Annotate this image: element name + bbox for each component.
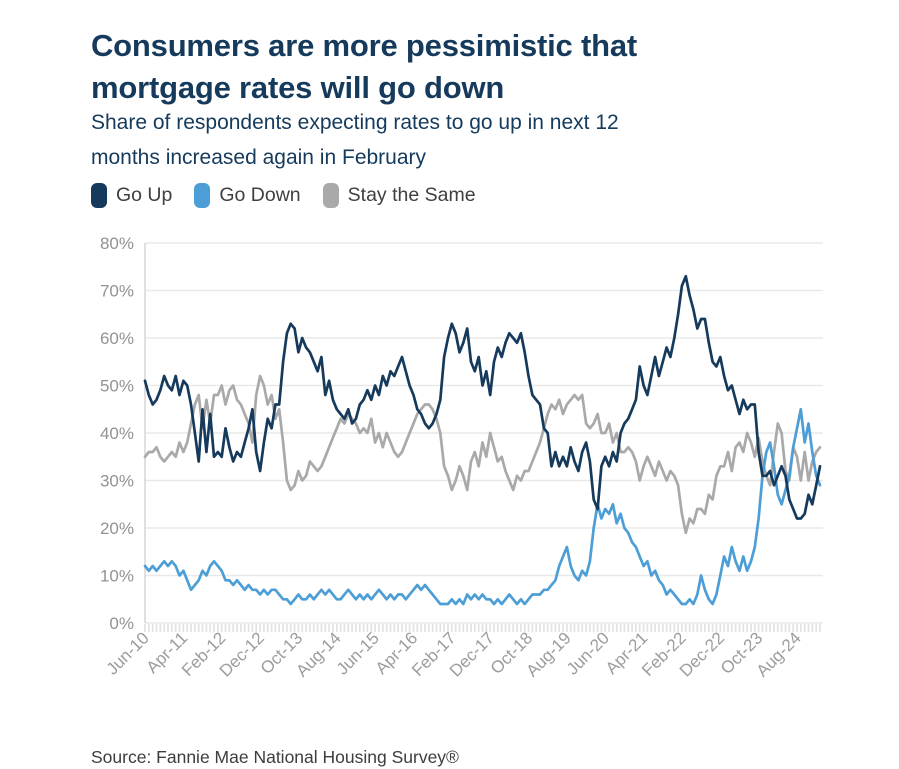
svg-text:Jun-10: Jun-10 — [103, 628, 153, 678]
chart-subtitle-line-1: Share of respondents expecting rates to … — [91, 111, 619, 134]
svg-text:50%: 50% — [100, 377, 134, 396]
chart-subtitle-line-2: months increased again in February — [91, 146, 427, 169]
svg-text:Jun-20: Jun-20 — [563, 628, 613, 678]
chart-title-line-2: mortgage rates will go down — [91, 69, 505, 105]
svg-text:20%: 20% — [100, 519, 134, 538]
svg-text:10%: 10% — [100, 567, 134, 586]
legend-swatch-go-up — [91, 183, 107, 208]
svg-text:30%: 30% — [100, 472, 134, 491]
source-note: Source: Fannie Mae National Housing Surv… — [91, 746, 459, 767]
chart-subtitle: Share of respondents expecting rates to … — [91, 105, 711, 175]
legend-label-go-up: Go Up — [116, 184, 173, 206]
svg-text:Jun-15: Jun-15 — [333, 628, 383, 678]
line-chart: 0%10%20%30%40%50%60%70%80%Jun-10Apr-11Fe… — [100, 235, 823, 681]
legend-swatch-go-down — [194, 183, 211, 208]
svg-text:0%: 0% — [109, 614, 134, 633]
svg-text:40%: 40% — [100, 424, 134, 443]
svg-text:80%: 80% — [100, 235, 134, 253]
svg-text:70%: 70% — [100, 282, 134, 301]
svg-text:60%: 60% — [100, 329, 134, 348]
legend-item-stay-the-same: Stay the Same — [322, 183, 476, 208]
legend-label-stay-the-same: Stay the Same — [347, 184, 476, 206]
legend-item-go-up: Go Up — [91, 183, 172, 208]
chart-title: Consumers are more pessimistic that mort… — [91, 25, 691, 109]
legend-item-go-down: Go Down — [194, 183, 301, 208]
chart-legend: Go Up Go Down Stay the Same — [91, 183, 476, 208]
chart-title-line-1: Consumers are more pessimistic that — [91, 27, 638, 63]
legend-label-go-down: Go Down — [219, 184, 301, 206]
legend-swatch-stay-the-same — [322, 183, 339, 208]
